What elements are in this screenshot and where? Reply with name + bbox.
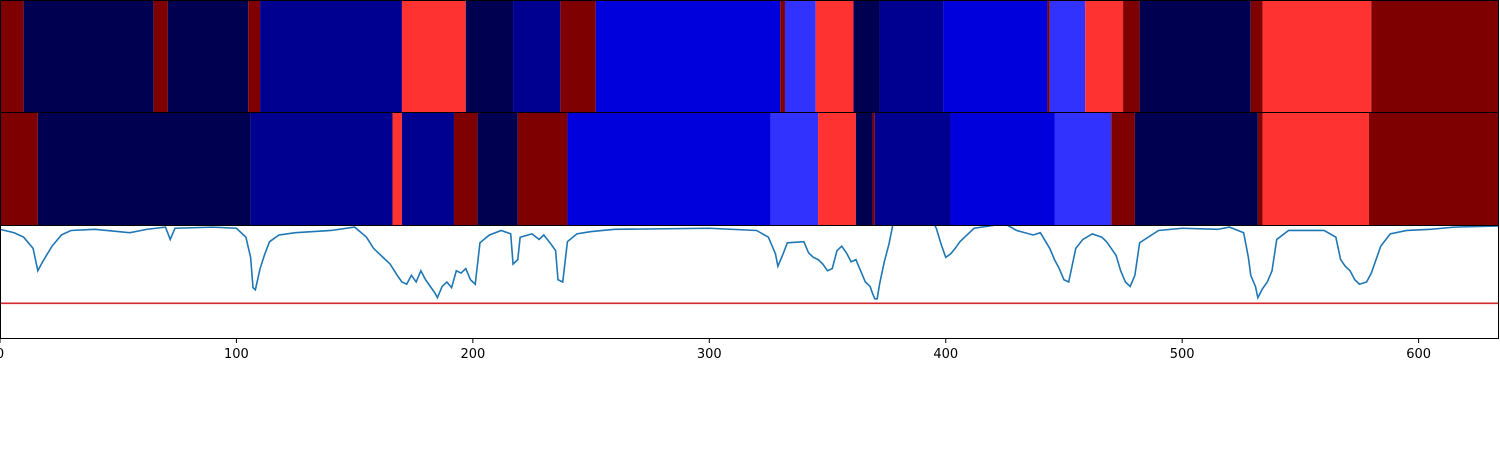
- segment-state-0: [1139, 0, 1251, 112]
- x-tick-label: 300: [697, 347, 722, 362]
- segment-state-5: [1371, 0, 1499, 112]
- segment-state-0: [37, 112, 251, 226]
- segment-state-5: [517, 112, 568, 226]
- segment-state-0: [853, 0, 880, 112]
- segment-state-2: [943, 0, 1048, 112]
- segment-state-0: [1134, 112, 1258, 226]
- segment-state-5: [248, 0, 261, 112]
- segment-state-3: [1049, 0, 1086, 112]
- segment-state-5: [0, 0, 24, 112]
- x-axis: 0 100 200 300 400 500 600: [0, 338, 1431, 362]
- signal-line: [0, 226, 1499, 301]
- frame-signal: [0, 225, 1499, 339]
- segment-state-5: [453, 112, 478, 226]
- panel-frames: [0, 0, 1499, 339]
- x-tick-label: 600: [1406, 347, 1431, 362]
- segment-state-1: [250, 112, 393, 226]
- segment-state-5: [1257, 112, 1263, 226]
- segment-state-5: [1123, 0, 1140, 112]
- segment-state-5: [1047, 0, 1050, 112]
- segment-state-4: [1085, 0, 1124, 112]
- segment-state-5: [153, 0, 168, 112]
- segment-state-2: [567, 112, 771, 226]
- x-tick-label: 200: [460, 347, 485, 362]
- segment-state-4: [818, 112, 856, 226]
- segment-state-0: [465, 0, 514, 112]
- segment-state-2: [595, 0, 781, 112]
- segment-state-5: [560, 0, 596, 112]
- segment-state-5: [1250, 0, 1263, 112]
- segment-state-5: [1111, 112, 1135, 226]
- segment-state-4: [401, 0, 466, 112]
- segment-state-4: [392, 112, 402, 226]
- segment-state-4: [1262, 112, 1369, 226]
- segment-state-5: [1368, 112, 1499, 226]
- x-tick-label: 400: [933, 347, 958, 362]
- segment-state-0: [477, 112, 518, 226]
- segment-state-3: [1054, 112, 1112, 226]
- segment-state-3: [770, 112, 819, 226]
- segment-state-0: [23, 0, 154, 112]
- segmentation-panel-top: [0, 0, 1499, 112]
- segment-state-5: [780, 0, 785, 112]
- segment-state-1: [879, 0, 944, 112]
- segment-state-1: [513, 0, 561, 112]
- segment-state-5: [872, 112, 875, 226]
- segment-state-5: [0, 112, 38, 226]
- segment-state-1: [874, 112, 951, 226]
- x-tick-label: 0: [0, 347, 4, 362]
- segment-state-0: [167, 0, 249, 112]
- segment-state-1: [401, 112, 454, 226]
- segment-state-2: [950, 112, 1055, 226]
- x-tick-label: 500: [1170, 347, 1195, 362]
- segment-state-4: [1262, 0, 1372, 112]
- segment-state-0: [855, 112, 873, 226]
- signal-plot-background: [0, 226, 1499, 338]
- segmentation-panel-bottom: [0, 112, 1499, 226]
- segment-state-3: [784, 0, 816, 112]
- signal-panel: [0, 226, 1499, 338]
- segment-state-4: [815, 0, 854, 112]
- x-tick-label: 100: [224, 347, 249, 362]
- segment-state-1: [260, 0, 402, 112]
